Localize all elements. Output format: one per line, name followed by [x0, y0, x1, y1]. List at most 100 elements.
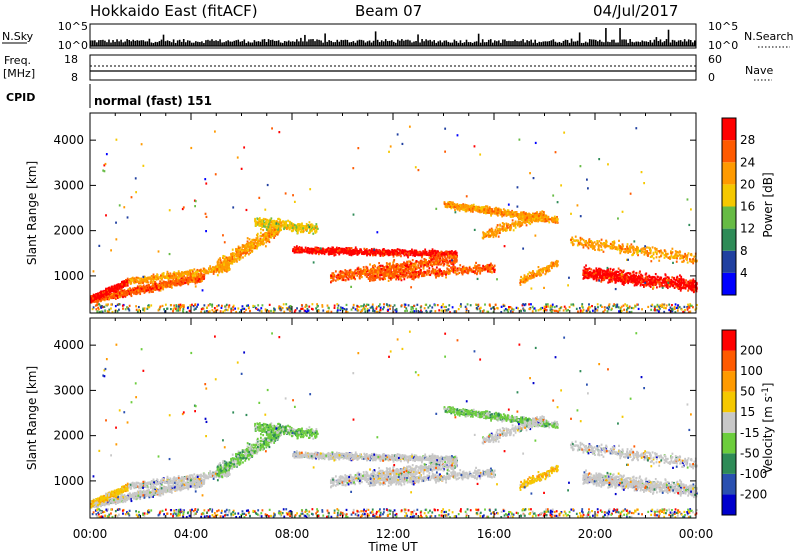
power-cell [343, 247, 345, 251]
power-cell [142, 279, 145, 282]
power-cell [252, 238, 255, 241]
power-cell [293, 246, 296, 249]
power-cell [124, 280, 127, 283]
power-cell [190, 269, 193, 272]
power-cell [364, 250, 366, 253]
power-cell [108, 290, 111, 294]
noise-bar [350, 42, 353, 46]
power-cell [331, 276, 334, 279]
power-cell [348, 273, 351, 276]
power-cell [447, 252, 450, 255]
power-cell [420, 254, 422, 257]
noise-bar [191, 42, 193, 46]
power-cell [254, 217, 256, 221]
power-cell [275, 229, 278, 233]
power-cell [382, 266, 385, 269]
power-cell [438, 270, 441, 273]
noise-bar [255, 41, 258, 46]
power-cell [219, 263, 222, 266]
power-cell [172, 275, 175, 278]
power-cell [488, 268, 491, 271]
power-cell [373, 264, 376, 267]
power-cell [414, 251, 417, 255]
power-cell [414, 267, 417, 271]
power-cell [438, 254, 441, 257]
noise-bar [207, 39, 209, 46]
power-cell [151, 283, 154, 287]
power-cell [175, 274, 178, 277]
power-cell [433, 261, 436, 265]
power-cell [189, 274, 192, 277]
noise-bar [138, 40, 141, 46]
power-cell [470, 269, 473, 273]
noise-bar [393, 41, 395, 46]
power-cell [408, 274, 411, 277]
power-cell [269, 226, 271, 230]
power-data-points [90, 125, 698, 314]
power-cell [150, 274, 153, 278]
power-cell [415, 261, 418, 264]
power-cell [411, 262, 414, 266]
power-cell [438, 260, 441, 263]
noise-bar [508, 40, 510, 46]
power-cell [233, 254, 236, 258]
noise-bar [376, 39, 379, 46]
power-cell [395, 278, 397, 281]
power-cell [367, 252, 370, 255]
power-cell [488, 266, 491, 270]
power-cell [128, 293, 131, 296]
power-cell [197, 279, 200, 282]
power-cell [103, 289, 105, 293]
power-cell [122, 285, 125, 289]
power-cell [225, 264, 228, 267]
noise-bar [580, 42, 583, 46]
power-cell [407, 271, 410, 275]
noise-bar [615, 42, 617, 46]
power-cell [178, 281, 181, 284]
power-cell [424, 248, 427, 251]
power-cell [337, 248, 340, 251]
power-cell [380, 277, 383, 280]
power-cell [417, 273, 420, 276]
power-cell [409, 276, 411, 279]
noise-bar [403, 40, 405, 46]
power-cell [283, 222, 286, 226]
power-cell [431, 254, 434, 257]
power-cell [150, 290, 153, 293]
power-cell [159, 280, 162, 283]
power-cell [107, 289, 110, 292]
power-cell [394, 267, 397, 271]
power-cell [178, 279, 181, 282]
power-cell [308, 231, 311, 234]
power-cell [301, 222, 303, 225]
power-cell [181, 276, 184, 279]
power-cell [284, 221, 287, 224]
power-cell [198, 274, 201, 277]
power-cell [315, 228, 318, 231]
power-cell [431, 258, 434, 261]
noise-bar [298, 41, 300, 46]
power-cell [351, 276, 354, 279]
power-cell [450, 254, 453, 257]
power-cell [230, 261, 233, 264]
power-cell [476, 272, 478, 276]
power-cell [378, 265, 381, 268]
power-cell [245, 244, 248, 247]
noise-bar [574, 41, 577, 46]
power-cell [446, 267, 449, 270]
power-cell [387, 270, 390, 273]
power-cell [378, 267, 381, 270]
power-cell [423, 273, 426, 276]
power-cell [400, 267, 403, 270]
power-cell [395, 276, 398, 279]
power-cell [446, 264, 449, 267]
power-cell [450, 266, 453, 269]
power-cell [445, 271, 448, 275]
power-cell [392, 252, 394, 255]
power-cell [412, 275, 415, 278]
power-cell [405, 267, 408, 271]
power-cell [306, 251, 309, 254]
power-cell [235, 249, 238, 252]
power-cell [256, 247, 258, 250]
